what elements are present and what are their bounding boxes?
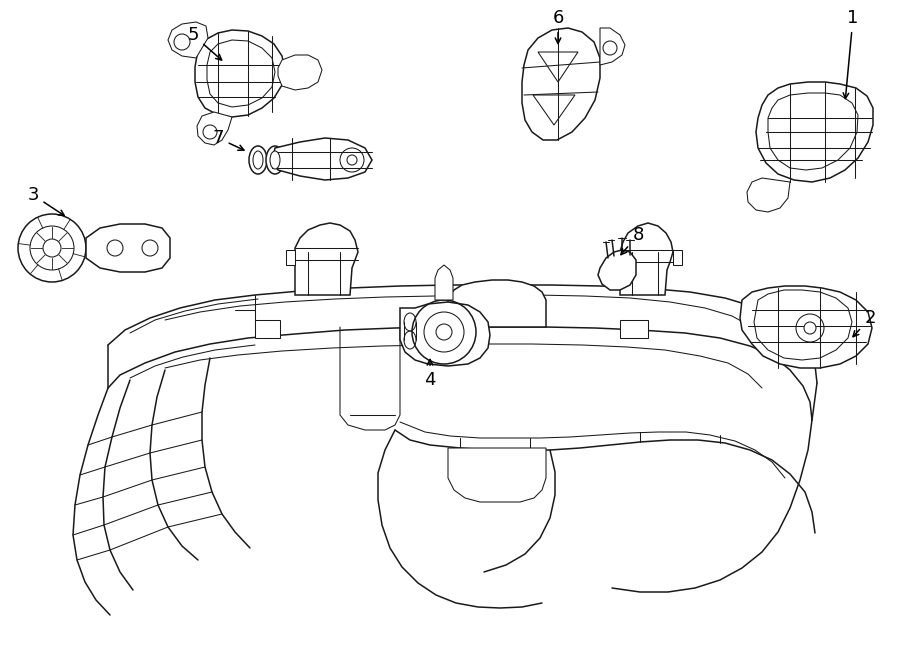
Polygon shape [195, 30, 285, 117]
Circle shape [43, 239, 61, 257]
Polygon shape [538, 52, 578, 82]
Polygon shape [272, 138, 372, 180]
Polygon shape [86, 224, 170, 272]
Text: 5: 5 [187, 26, 221, 60]
Circle shape [347, 155, 357, 165]
Ellipse shape [266, 146, 284, 174]
Text: 2: 2 [853, 309, 876, 336]
Polygon shape [533, 95, 575, 125]
Text: 1: 1 [843, 9, 859, 98]
Polygon shape [448, 448, 546, 502]
Polygon shape [673, 250, 682, 265]
Polygon shape [207, 40, 275, 107]
Text: 3: 3 [27, 186, 64, 215]
Polygon shape [768, 93, 858, 170]
Text: 7: 7 [212, 129, 244, 150]
Text: 8: 8 [621, 226, 644, 254]
Text: 6: 6 [553, 9, 563, 44]
Polygon shape [600, 28, 625, 65]
Polygon shape [754, 290, 852, 360]
Polygon shape [400, 302, 490, 366]
Polygon shape [740, 286, 872, 368]
Polygon shape [286, 250, 295, 265]
Polygon shape [255, 320, 280, 338]
Polygon shape [278, 55, 322, 90]
Circle shape [804, 322, 816, 334]
Polygon shape [756, 82, 873, 182]
Polygon shape [747, 178, 790, 212]
Polygon shape [435, 265, 453, 300]
Polygon shape [295, 223, 358, 295]
Text: 4: 4 [424, 360, 436, 389]
Polygon shape [168, 22, 208, 58]
Polygon shape [620, 223, 673, 295]
Polygon shape [620, 320, 648, 338]
Polygon shape [448, 280, 546, 327]
Ellipse shape [270, 151, 280, 169]
Circle shape [436, 324, 452, 340]
Ellipse shape [253, 151, 263, 169]
Ellipse shape [249, 146, 267, 174]
Polygon shape [197, 112, 232, 145]
Polygon shape [598, 250, 636, 290]
Polygon shape [522, 28, 600, 140]
